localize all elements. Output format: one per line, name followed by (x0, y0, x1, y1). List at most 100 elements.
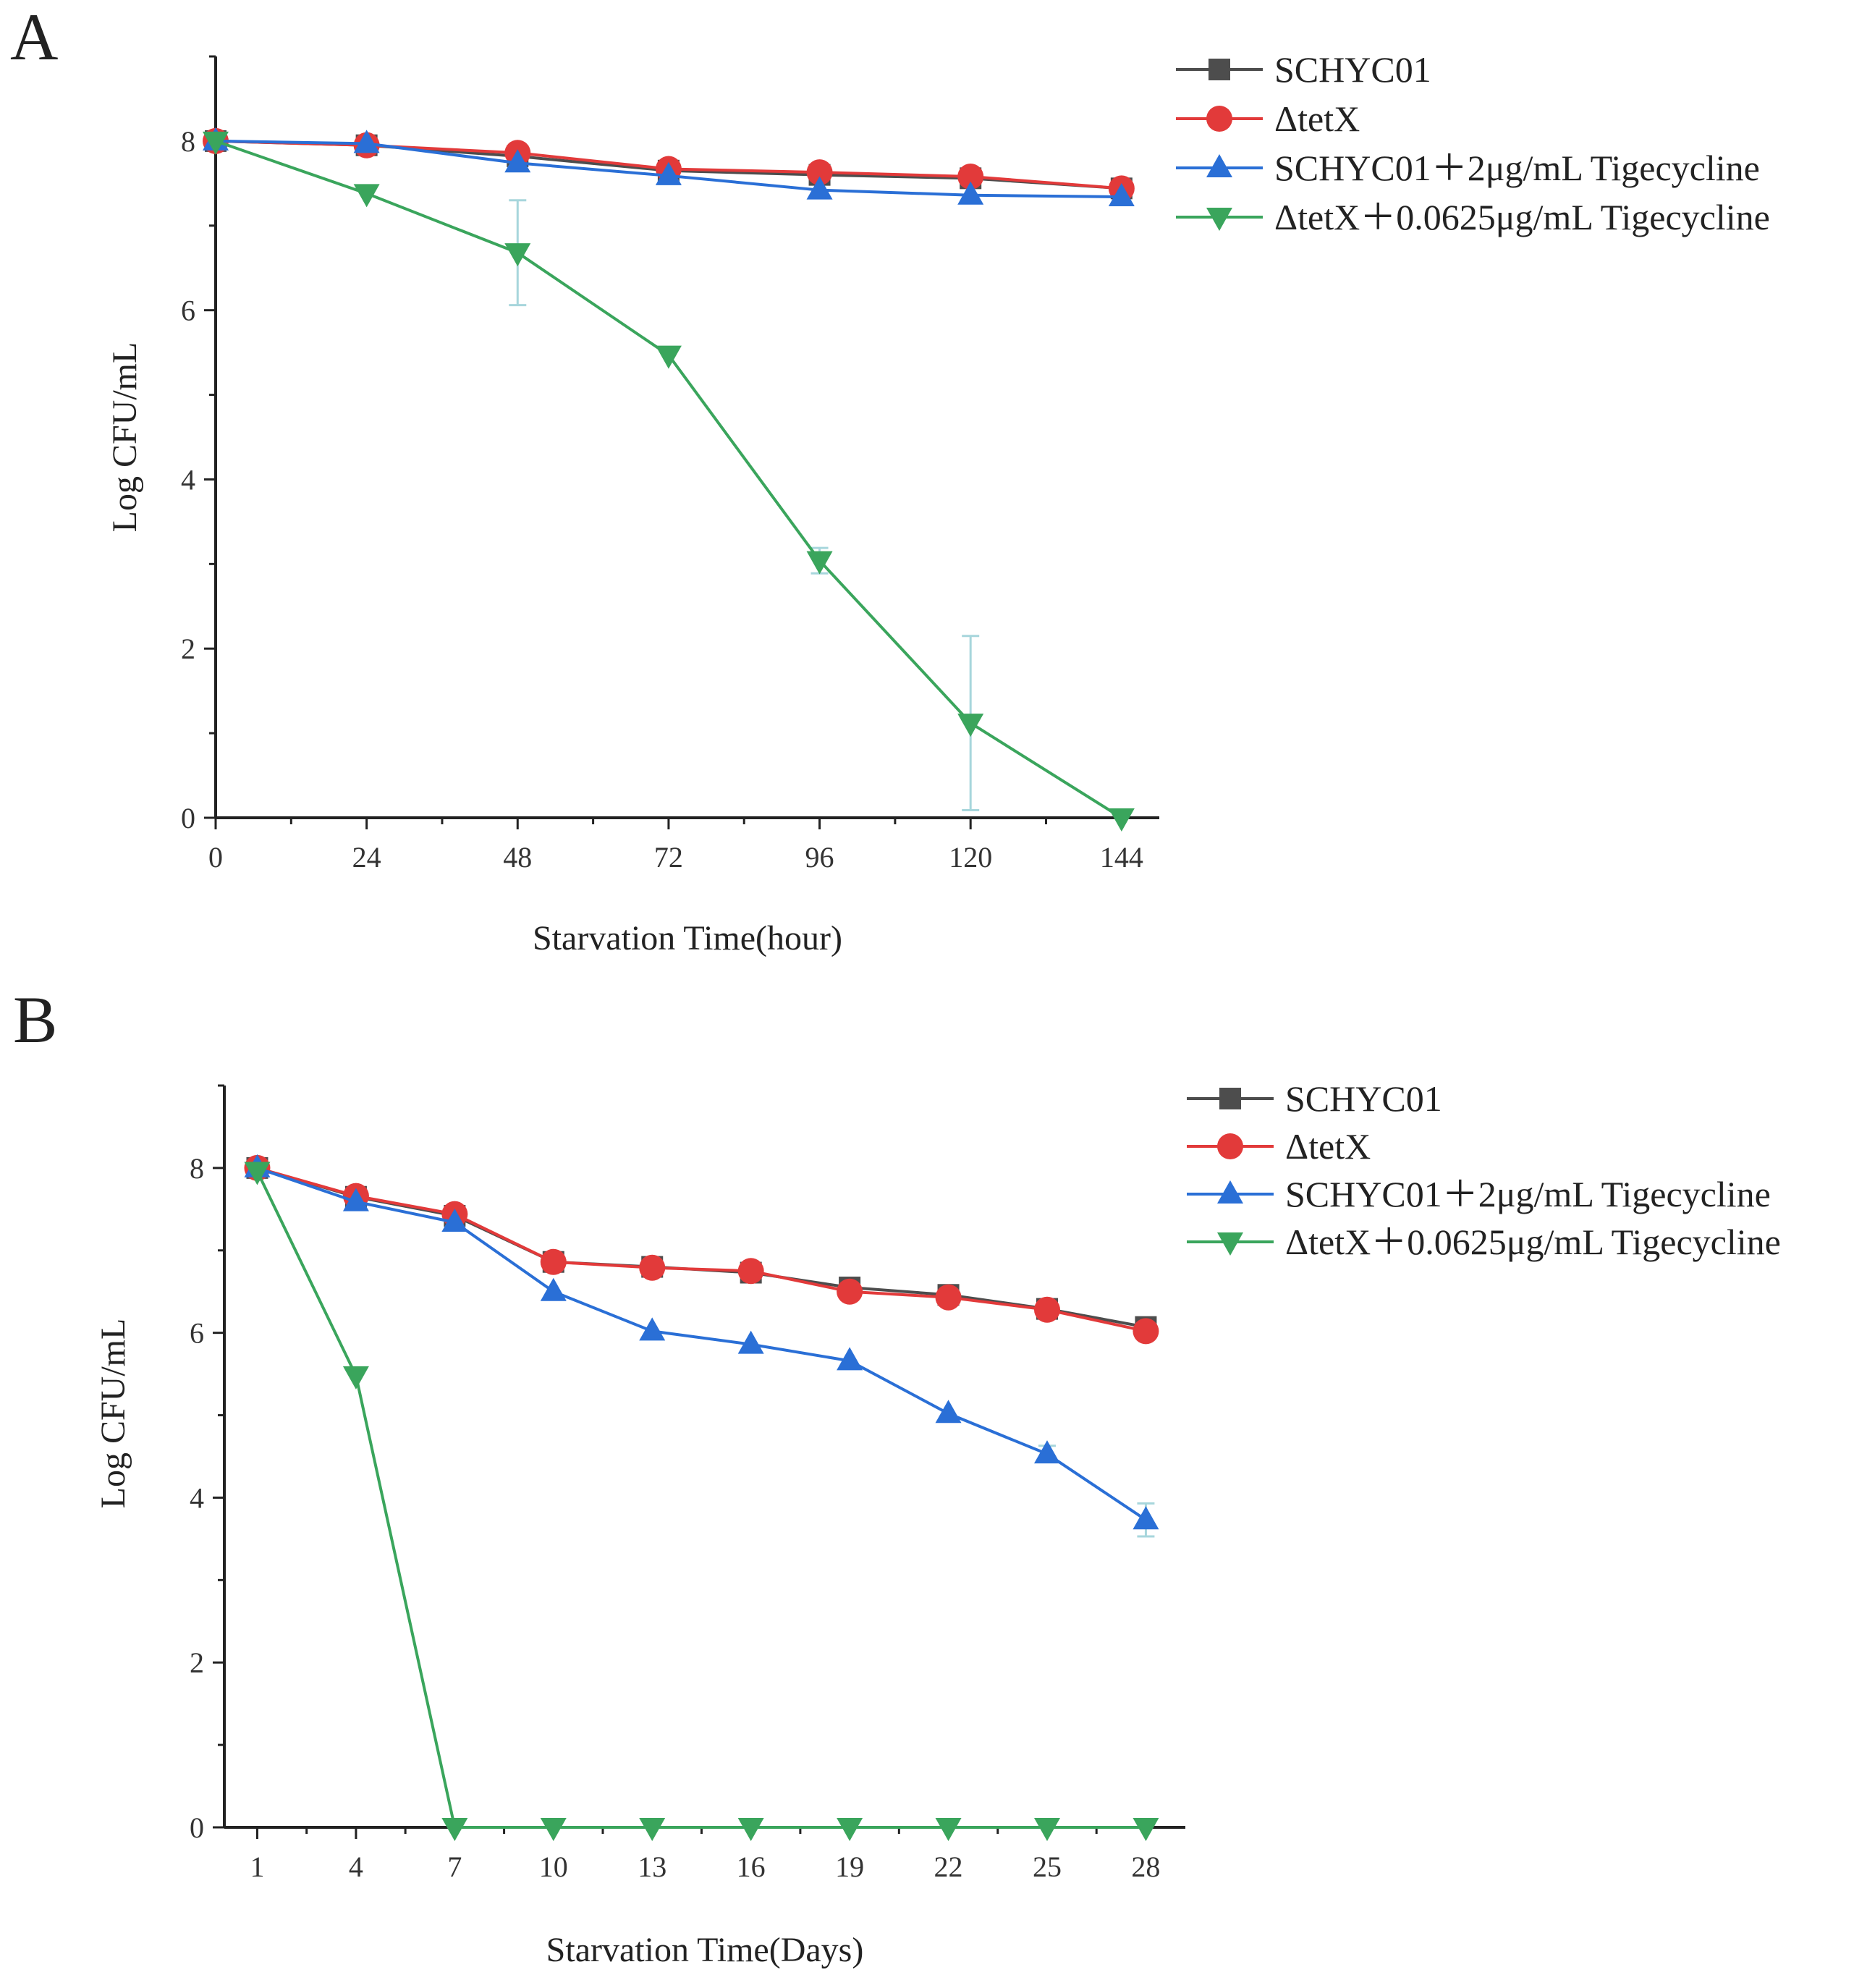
x-tick-label: 0 (208, 841, 223, 874)
legend-swatch-marker (1217, 1133, 1243, 1159)
data-point (957, 714, 984, 737)
data-point (1033, 1818, 1060, 1841)
series-line (256, 1166, 1146, 1333)
x-tick-label: 48 (503, 841, 532, 874)
data-point (737, 1258, 764, 1285)
data-point (1133, 1818, 1159, 1841)
data-point (540, 1818, 567, 1841)
legend-item: SCHYC01 (1176, 49, 1431, 90)
y-tick-label: 0 (181, 802, 195, 834)
y-tick-label: 6 (181, 295, 195, 327)
x-tick-label: 96 (805, 841, 834, 874)
y-tick-label: 6 (190, 1317, 204, 1350)
data-point (504, 243, 531, 267)
x-axis-title: Starvation Time(Days) (546, 1931, 864, 1969)
data-point (935, 1400, 962, 1424)
y-tick-label: 8 (190, 1152, 204, 1185)
legend-swatch-marker (1219, 1088, 1241, 1109)
x-tick-label: 120 (949, 841, 992, 874)
data-point (639, 1317, 666, 1341)
data-point (935, 1284, 962, 1311)
legend-swatch-marker (1206, 154, 1232, 177)
data-point (1108, 808, 1135, 832)
data-point (639, 1254, 666, 1281)
data-point (540, 1277, 567, 1301)
series-line (215, 139, 1122, 819)
series-1 (246, 1156, 1157, 1338)
x-tick-label: 19 (835, 1850, 864, 1883)
y-tick-label: 0 (190, 1811, 204, 1844)
data-point (655, 345, 682, 369)
y-tick-label: 4 (181, 463, 195, 496)
legend-swatch-marker (1217, 1232, 1243, 1256)
data-point (806, 159, 833, 186)
series-3 (244, 1154, 1159, 1538)
x-tick-label: 10 (539, 1850, 568, 1883)
data-point (837, 1278, 863, 1305)
x-axis-title: Starvation Time(hour) (533, 919, 842, 957)
x-tick-label: 28 (1131, 1850, 1160, 1883)
y-axis-title: Log CFU/mL (94, 1319, 132, 1509)
x-tick-label: 16 (737, 1850, 766, 1883)
series-line (256, 1166, 1147, 1521)
panel-letter: B (13, 983, 57, 1057)
y-tick-label: 2 (181, 633, 195, 665)
data-point (1133, 1506, 1159, 1530)
legend: SCHYC01 ΔtetX SCHYC01＋2μg/mL Tigecycline Δt… (1176, 49, 1770, 237)
data-point (504, 149, 531, 173)
data-point (1033, 1440, 1060, 1464)
x-tick-label: 7 (447, 1850, 462, 1883)
chart-b: 0 2 4 6 8 1 4 7 10 13 16 19 22 25 28 Starvation Time(Da… (94, 1078, 1781, 1969)
legend-label: SCHYC01 (1285, 1078, 1442, 1119)
data-point (203, 131, 229, 155)
data-point (935, 1818, 962, 1841)
legend-label: ΔtetX＋0.0625μg/mL Tigecycline (1285, 1222, 1781, 1262)
x-tick-label: 72 (654, 841, 683, 874)
legend-swatch-marker (1206, 106, 1232, 132)
legend-label: SCHYC01 (1274, 49, 1431, 90)
data-point (957, 181, 984, 205)
y-tick-label: 8 (181, 125, 195, 158)
data-point (737, 1818, 764, 1841)
y-axis-title: Log CFU/mL (106, 342, 144, 533)
legend-swatch-marker (1209, 59, 1230, 80)
y-tick-label: 4 (190, 1481, 204, 1514)
legend: SCHYC01 ΔtetX SCHYC01＋2μg/mL Tigecycline Δt… (1187, 1078, 1781, 1262)
y-tick-label: 2 (190, 1646, 204, 1679)
x-tick-label: 1 (250, 1850, 264, 1883)
data-point (837, 1347, 863, 1371)
data-point (1108, 183, 1135, 207)
data-point (441, 1818, 468, 1841)
data-point (639, 1818, 666, 1841)
x-tick-label: 144 (1100, 841, 1143, 874)
legend-label: ΔtetX (1285, 1126, 1371, 1167)
legend-swatch-marker (1217, 1180, 1243, 1204)
series-line (255, 1170, 1146, 1829)
legend-label: ΔtetX (1274, 98, 1360, 139)
data-point (806, 551, 833, 575)
data-point (1133, 1318, 1159, 1345)
data-point (244, 1162, 271, 1185)
legend-item: ΔtetX＋0.0625μg/mL Tigecycline (1187, 1222, 1781, 1262)
data-point (806, 176, 833, 200)
series-2 (244, 1154, 1159, 1345)
legend-item: SCHYC01＋2μg/mL Tigecycline (1187, 1174, 1771, 1214)
legend-item: SCHYC01＋2μg/mL Tigecycline (1176, 148, 1760, 188)
x-tick-label: 4 (349, 1850, 363, 1883)
data-point (737, 1330, 764, 1354)
data-point (540, 1248, 567, 1275)
series-4 (203, 131, 1135, 832)
series-3 (203, 127, 1135, 207)
data-point (353, 184, 380, 208)
x-tick-label: 24 (352, 841, 381, 874)
panel-letter: A (10, 0, 58, 74)
series-4 (244, 1162, 1159, 1841)
data-point (342, 1188, 369, 1211)
data-point (957, 163, 984, 190)
legend-label: SCHYC01＋2μg/mL Tigecycline (1274, 148, 1760, 188)
legend-label: SCHYC01＋2μg/mL Tigecycline (1285, 1174, 1771, 1214)
data-point (441, 1209, 468, 1232)
x-tick-label: 13 (638, 1850, 666, 1883)
legend-item: ΔtetX (1187, 1126, 1371, 1167)
